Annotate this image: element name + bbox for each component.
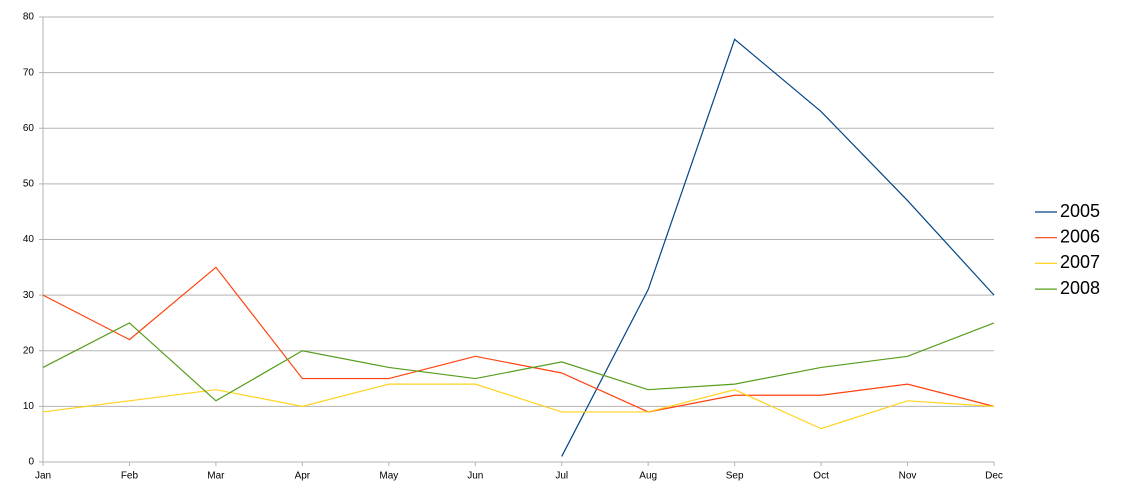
y-tick-label: 70 <box>23 67 35 78</box>
x-tick-label: Oct <box>813 471 829 482</box>
legend-label: 2005 <box>1060 201 1100 221</box>
x-tick-label: Jun <box>467 471 483 482</box>
legend-label: 2006 <box>1060 226 1100 246</box>
legend-label: 2008 <box>1060 278 1100 298</box>
x-tick-label: May <box>379 471 398 482</box>
x-tick-label: Jan <box>35 471 51 482</box>
x-tick-label: Sep <box>726 471 744 482</box>
series-line <box>561 38 995 457</box>
series-line <box>42 266 995 413</box>
x-tick-label: Feb <box>121 471 139 482</box>
y-tick-label: 40 <box>23 234 35 245</box>
y-tick-label: 80 <box>23 12 35 23</box>
series-line <box>42 383 995 430</box>
series-line <box>42 322 995 402</box>
x-tick-label: Nov <box>899 471 917 482</box>
x-tick-label: Mar <box>207 471 225 482</box>
y-tick-label: 0 <box>28 457 34 468</box>
y-tick-label: 60 <box>23 123 35 134</box>
y-tick-label: 30 <box>23 290 35 301</box>
x-tick-label: Dec <box>985 471 1003 482</box>
y-tick-label: 50 <box>23 179 35 190</box>
x-tick-label: Aug <box>639 471 657 482</box>
y-tick-label: 10 <box>23 401 35 412</box>
x-tick-label: Apr <box>295 471 311 482</box>
x-tick-label: Jul <box>555 471 568 482</box>
legend-label: 2007 <box>1060 252 1100 272</box>
y-tick-label: 20 <box>23 345 35 356</box>
